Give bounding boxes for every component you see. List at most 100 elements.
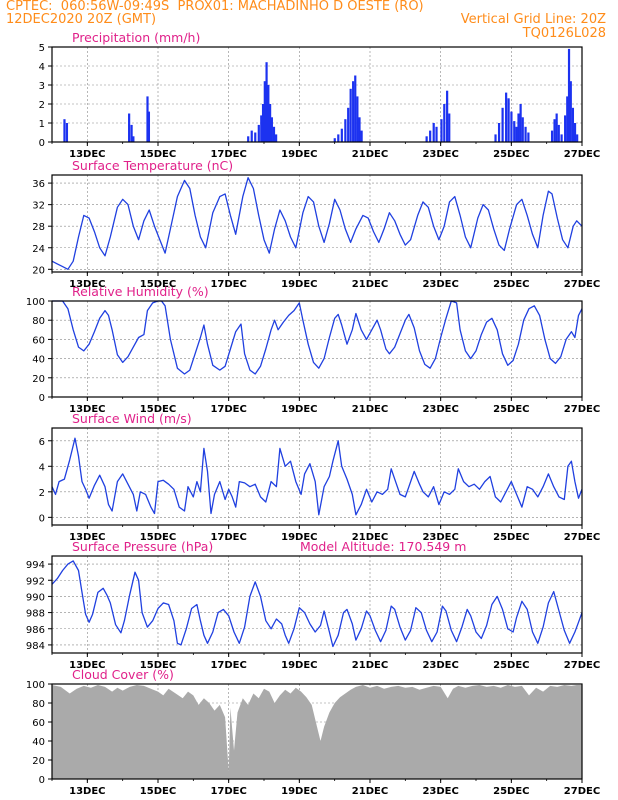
cloud-cover-xtick-label: 25DEC [493, 786, 529, 797]
surface-pressure-ytick-label: 984 [26, 641, 45, 652]
surface-temperature-ytick-label: 36 [32, 179, 45, 190]
surface-wind-ytick-label: 4 [39, 462, 45, 473]
precipitation-bar [564, 115, 567, 142]
relative-humidity-xtick-label: 19DEC [281, 404, 317, 415]
surface-pressure-xtick-label: 13DEC [69, 660, 105, 671]
surface-wind-xtick-label: 15DEC [140, 532, 176, 543]
precipitation-bar [146, 96, 149, 142]
cloud-cover-ytick-label: 100 [26, 680, 45, 691]
precipitation-ytick-label: 0 [39, 138, 45, 149]
relative-humidity-xtick-label: 17DEC [210, 404, 246, 415]
precipitation-bar [260, 115, 263, 142]
header-title-line: CPTEC: 060:56W-09:49S PROX01: MACHADINHO… [6, 0, 424, 14]
precipitation-bar [440, 119, 443, 142]
precipitation-bar [261, 104, 265, 142]
precipitation-xtick-label: 19DEC [281, 149, 317, 160]
precipitation-bar [524, 126, 527, 142]
precipitation-bar [333, 138, 336, 142]
precipitation-bar [560, 134, 563, 142]
relative-humidity-xtick-label: 23DEC [422, 404, 458, 415]
surface-pressure-xtick-label: 19DEC [281, 660, 317, 671]
precipitation-bar [567, 48, 571, 142]
surface-temperature-series-line [51, 177, 583, 270]
precipitation-bar [519, 104, 522, 142]
relative-humidity-ytick-label: 100 [26, 297, 45, 308]
surface-wind-ytick-label: 2 [39, 488, 45, 499]
surface-wind-series-line [51, 437, 583, 516]
precipitation-frame [51, 46, 583, 143]
precipitation-bar [557, 124, 560, 142]
relative-humidity-ytick-label: 60 [32, 335, 45, 346]
cloud-cover-ytick-label: 80 [32, 699, 45, 710]
surface-pressure-ytick-label: 992 [26, 576, 45, 587]
surface-temperature-ytick-label: 24 [32, 244, 45, 255]
precipitation-bar [360, 130, 363, 142]
precipitation-bar [497, 123, 501, 142]
surface-pressure-panel: Surface Pressure (hPa) Model Altitude: 17… [26, 539, 600, 671]
precipitation-ytick-label: 3 [39, 81, 45, 92]
precipitation-bar [571, 107, 575, 142]
precipitation-bar [555, 113, 558, 142]
precipitation-bar [247, 136, 250, 142]
precipitation-bar [356, 96, 359, 142]
precipitation-ytick-label: 2 [39, 100, 45, 111]
precipitation-bar [128, 113, 131, 142]
cloud-cover-xtick-label: 17DEC [210, 786, 246, 797]
precipitation-bar [254, 132, 257, 142]
surface-temperature-xtick-label: 19DEC [281, 279, 317, 290]
header-model-code: TQ0126L028 [522, 26, 606, 41]
precipitation-xtick-label: 25DEC [493, 149, 529, 160]
surface-pressure-title: Surface Pressure (hPa) [72, 539, 213, 554]
surface-temperature-xtick-label: 23DEC [422, 279, 458, 290]
precipitation-bar [448, 113, 451, 142]
cloud-cover-xtick-label: 15DEC [140, 786, 176, 797]
precipitation-bar [569, 81, 572, 142]
cloud-cover-title: Cloud Cover (%) [72, 667, 174, 682]
precipitation-bar [521, 117, 524, 142]
header-date-line: 12DEC2020 20Z (GMT) [6, 12, 157, 27]
precipitation-bar [265, 62, 268, 143]
precipitation-bar [63, 119, 66, 142]
surface-pressure-frame [51, 555, 583, 654]
surface-pressure-ytick-label: 986 [26, 625, 45, 636]
precipitation-bar [510, 111, 513, 142]
precipitation-xtick-label: 13DEC [69, 149, 105, 160]
surface-pressure-xtick-label: 15DEC [140, 660, 176, 671]
precipitation-bar [550, 130, 554, 142]
surface-temperature-panel: Surface Temperature (nC) 20 24 28 32 36 13DEC 1… [32, 158, 600, 290]
surface-wind-xtick-label: 21DEC [352, 532, 388, 543]
surface-pressure-xtick-label: 27DEC [564, 660, 600, 671]
surface-wind-xtick-label: 17DEC [210, 532, 246, 543]
precipitation-bar [358, 117, 361, 142]
precipitation-bar [275, 134, 278, 142]
surface-wind-panel: Surface Wind (m/s) 0 2 4 6 13DEC 15DEC 17DEC 19D… [39, 411, 601, 543]
precipitation-bar [344, 119, 347, 142]
surface-pressure-ytick-label: 994 [26, 560, 45, 571]
surface-pressure-series-line [51, 560, 583, 648]
surface-temperature-xtick-label: 15DEC [140, 279, 176, 290]
precipitation-xtick-label: 21DEC [352, 149, 388, 160]
surface-pressure-annotation: Model Altitude: 170.549 m [300, 539, 466, 554]
precipitation-bar [337, 134, 340, 142]
precipitation-bar [446, 90, 449, 142]
relative-humidity-xtick-label: 21DEC [352, 404, 388, 415]
precipitation-bar [494, 134, 497, 142]
cloud-cover-ytick-label: 20 [32, 756, 45, 767]
relative-humidity-ytick-label: 20 [32, 374, 45, 385]
precipitation-bar [257, 124, 260, 142]
relative-humidity-xtick-label: 15DEC [140, 404, 176, 415]
cloud-cover-xtick-label: 27DEC [564, 786, 600, 797]
precipitation-bar [576, 134, 579, 142]
precipitation-bar [505, 92, 508, 142]
precipitation-bar [429, 130, 432, 142]
precipitation-xtick-label: 27DEC [564, 149, 600, 160]
surface-wind-ytick-label: 0 [39, 513, 45, 524]
precipitation-bar [507, 98, 510, 142]
precipitation-bar [250, 130, 253, 142]
precipitation-bar [132, 136, 135, 142]
precipitation-bar [347, 107, 350, 142]
surface-wind-frame [51, 427, 583, 526]
precipitation-ytick-label: 5 [39, 43, 45, 54]
surface-pressure-ytick-label: 990 [26, 592, 45, 603]
